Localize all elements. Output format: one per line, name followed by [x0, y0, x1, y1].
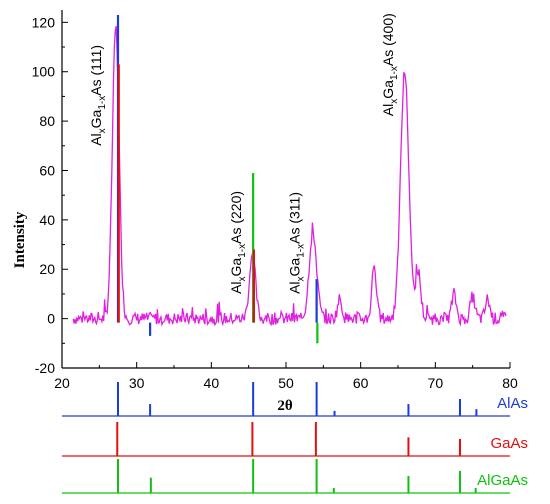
y-tick-label: 100: [32, 64, 56, 80]
main-series-line: [72, 26, 507, 327]
x-tick-label: 20: [54, 375, 70, 391]
peak-annotation: AlxGa1-xAs (111): [88, 45, 108, 146]
reference-pattern-alas: AlAs: [62, 382, 528, 417]
peak-annotations: AlxGa1-xAs (111) AlxGa1-xAs (220) AlxGa1-x…: [88, 13, 400, 294]
y-tick-label: 120: [32, 14, 56, 30]
peak-annotation: AlxGa1-xAs (400): [380, 13, 400, 116]
reference-pattern-algaas: AlGaAs: [62, 459, 528, 494]
reference-pattern-gaas: GaAs: [62, 422, 528, 457]
reference-label: GaAs: [490, 435, 528, 452]
reference-label: AlGaAs: [477, 472, 528, 489]
x-axis-title: 2θ: [277, 398, 293, 414]
reference-label: AlAs: [497, 395, 528, 412]
y-axis-title: Intensity: [12, 211, 28, 268]
y-tick-label: 60: [39, 162, 55, 178]
x-tick-label: 50: [278, 375, 294, 391]
y-tick-label: -20: [35, 360, 55, 376]
x-tick-label: 30: [129, 375, 145, 391]
chart-axes: -20 0 20 40 60 80 100 120 20 30 40 50 60 70 80: [32, 10, 518, 391]
main-series: [72, 26, 507, 327]
peak-annotation: AlxGa1-xAs (220): [228, 191, 248, 294]
overlay-sticks: [116, 14, 319, 344]
peak-annotation: AlxGa1-xAs (311): [286, 192, 306, 294]
x-tick-label: 70: [428, 375, 444, 391]
x-tick-label: 80: [502, 375, 518, 391]
y-tick-label: 80: [39, 113, 55, 129]
x-tick-label: 40: [204, 375, 220, 391]
y-tick-label: 20: [39, 261, 55, 277]
y-tick-label: 0: [47, 311, 55, 327]
y-tick-label: 40: [39, 212, 55, 228]
reference-patterns: AlAs GaAs AlGaAs: [62, 382, 528, 494]
x-tick-label: 60: [353, 375, 369, 391]
